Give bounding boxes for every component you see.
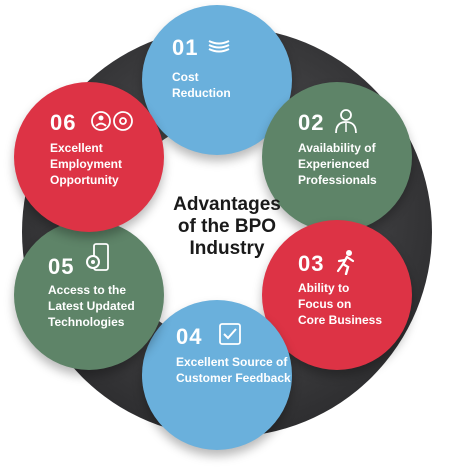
item-06-number: 06: [50, 110, 77, 135]
item-02-number: 02: [298, 110, 325, 135]
people-settings-icon: [90, 110, 134, 137]
professional-person-icon: [334, 108, 358, 139]
item-01-label: Cost Reduction: [172, 70, 231, 100]
item-04-label: Excellent Source of Customer Feedback: [176, 355, 291, 385]
center-title: Advantages of the BPO Industry: [173, 194, 281, 259]
checkbox-icon: [218, 322, 242, 351]
item-06-label: Excellent Employment Opportunity: [50, 141, 123, 187]
item-02-circle: 02 Availability of Experienced Professio…: [262, 82, 412, 232]
item-04-circle: 04 Excellent Source of Customer Feedback: [142, 300, 292, 450]
item-05-number: 05: [48, 254, 75, 279]
item-02-label: Availability of Experienced Professional…: [298, 141, 377, 187]
item-05-circle: 05 Access to the Latest Updated Technolo…: [14, 220, 164, 370]
item-06-circle: 06 Excellent Employment Opportunity: [14, 82, 164, 232]
item-03-number: 03: [298, 251, 325, 276]
item-03-label: Ability to Focus on Core Business: [298, 281, 383, 327]
money-stack-icon: [206, 35, 232, 62]
mobile-gear-icon: [84, 242, 114, 279]
item-01-number: 01: [172, 35, 199, 60]
running-person-icon: [334, 249, 358, 280]
item-05-label: Access to the Latest Updated Technologie…: [48, 283, 135, 329]
item-03-circle: 03 Ability to Focus on Core Business: [262, 220, 412, 370]
item-04-number: 04: [176, 324, 203, 349]
